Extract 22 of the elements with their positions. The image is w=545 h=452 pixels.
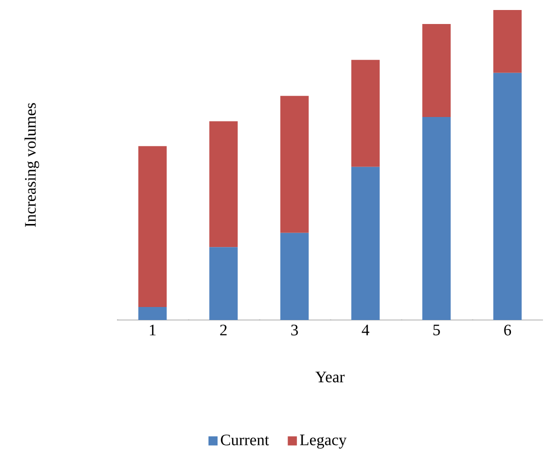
y-axis-title: Increasing volumes xyxy=(24,103,40,227)
bar xyxy=(422,24,451,117)
x-tick-label: 3 xyxy=(291,324,298,336)
legend-label: Current xyxy=(220,434,270,446)
bar xyxy=(280,96,309,233)
x-axis-title: Year xyxy=(315,372,345,382)
x-tick-label: 6 xyxy=(504,324,512,336)
legend-label: Legacy xyxy=(300,434,347,449)
bar xyxy=(209,247,238,320)
bar xyxy=(209,121,238,248)
bar xyxy=(351,60,380,167)
x-tick-label: 2 xyxy=(220,324,227,336)
bar xyxy=(280,232,309,320)
bar xyxy=(422,116,451,320)
x-tick-label: 4 xyxy=(362,324,370,336)
bar xyxy=(493,10,522,73)
bar xyxy=(138,306,167,320)
x-tick-label: 5 xyxy=(433,324,440,336)
x-tick-label: 1 xyxy=(150,324,156,336)
bar xyxy=(493,72,522,320)
bar xyxy=(351,166,380,320)
bar xyxy=(138,146,167,307)
